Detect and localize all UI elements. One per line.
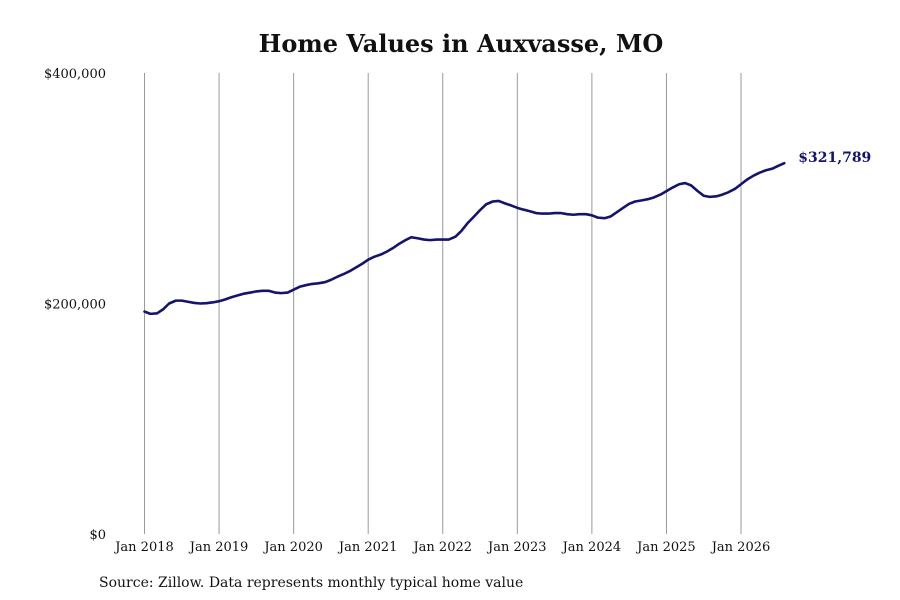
x-tick-label-7: Jan 2025 [635,540,696,555]
series-line [143,161,786,316]
x-tick-label-4: Jan 2022 [411,540,472,555]
chart-title: Home Values in Auxvasse, MO [259,29,664,58]
x-tick-label-1: Jan 2019 [188,540,249,555]
x-axis-ticks: Jan 2018 Jan 2019 Jan 2020 Jan 2021 Jan 2022… [113,540,770,555]
y-axis-ticks: $0 $200,000 $400,000 [44,67,106,543]
y-tick-label-0: $0 [89,528,106,543]
x-tick-label-5: Jan 2023 [486,540,547,555]
x-tick-label-8: Jan 2026 [710,540,771,555]
x-tick-label-0: Jan 2018 [113,540,174,555]
y-tick-label-1: $200,000 [44,298,106,313]
y-tick-label-2: $400,000 [44,67,106,82]
vertical-gridlines [144,73,742,534]
x-tick-label-6: Jan 2024 [561,540,622,555]
source-note: Source: Zillow. Data represents monthly … [99,575,523,591]
x-tick-label-3: Jan 2021 [337,540,398,555]
x-tick-label-2: Jan 2020 [262,540,323,555]
end-value-label: $321,789 [798,150,871,166]
